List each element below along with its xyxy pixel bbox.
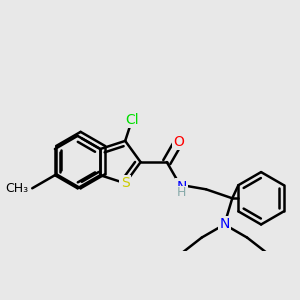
Text: N: N [219, 218, 230, 232]
Text: O: O [173, 135, 184, 149]
Text: S: S [121, 176, 130, 190]
Text: H: H [177, 186, 187, 199]
Text: CH₃: CH₃ [5, 182, 28, 195]
Text: N: N [177, 180, 187, 194]
Text: Cl: Cl [125, 113, 139, 127]
